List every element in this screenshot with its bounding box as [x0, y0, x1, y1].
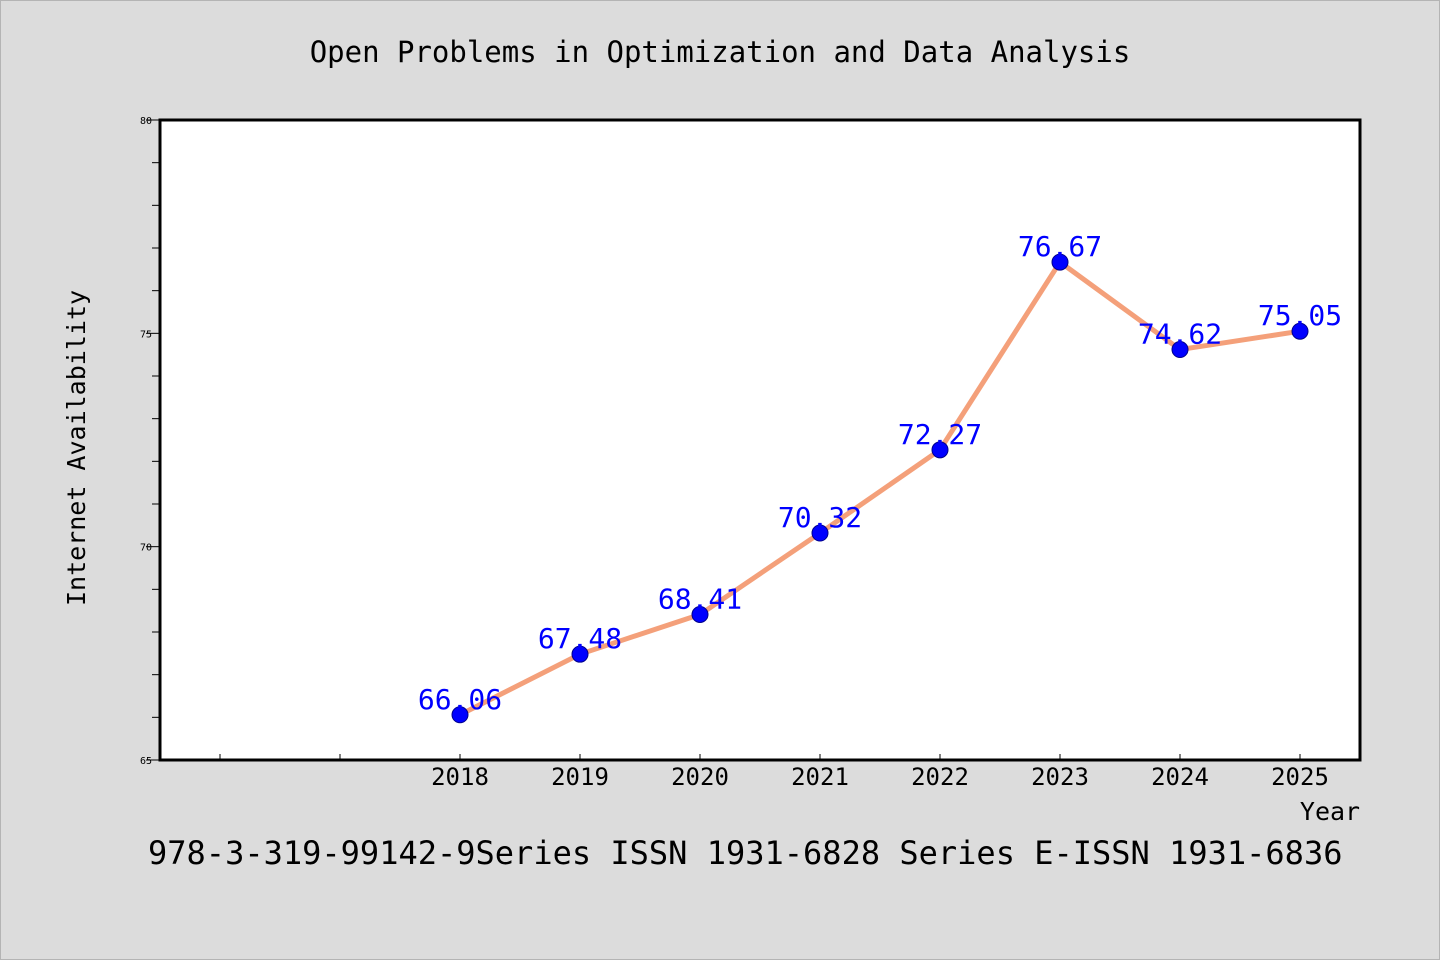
footer-text: 978-3-319-99142-9Series ISSN 1931-6828 S… [148, 834, 1342, 872]
x-axis: 2018 2019 2020 2021 2022 2023 2024 2025 [219, 754, 1329, 791]
data-label: 76.67 [1018, 230, 1102, 263]
x-tick-label: 2019 [551, 763, 609, 791]
data-point [1171, 341, 1189, 359]
data-label: 66.06 [418, 683, 502, 716]
x-tick-label: 2023 [1031, 763, 1089, 791]
chart-title: Open Problems in Optimization and Data A… [310, 35, 1131, 69]
data-point [931, 441, 949, 459]
data-point [811, 524, 829, 542]
data-label: 67.48 [538, 622, 622, 655]
y-axis-label: Internet Availability [62, 290, 91, 606]
x-tick-label: 2020 [671, 763, 729, 791]
x-tick-label: 2022 [911, 763, 969, 791]
x-tick-label: 2018 [431, 763, 489, 791]
data-label: 75.05 [1258, 299, 1342, 332]
x-tick-label: 2024 [1151, 763, 1209, 791]
x-tick-label: 2021 [791, 763, 849, 791]
data-labels: 66.06 67.48 68.41 70.32 72.27 76.67 74.62 75.05 [418, 230, 1342, 716]
data-label: 74.62 [1138, 318, 1222, 351]
data-label: 68.41 [658, 583, 742, 616]
y-tick-label: 75 [140, 329, 152, 340]
data-point [451, 706, 469, 724]
series-line [458, 259, 1301, 718]
y-tick-label: 65 [140, 756, 152, 767]
data-label: 72.27 [898, 418, 982, 451]
x-tick-label: 2025 [1271, 763, 1329, 791]
plot-area [158, 118, 1362, 762]
data-point [1291, 322, 1309, 340]
y-tick-label: 70 [140, 543, 152, 554]
data-point [1051, 253, 1069, 271]
x-axis-label: Year [1300, 797, 1360, 826]
y-axis: 65 70 75 80 [140, 116, 160, 767]
data-markers [451, 253, 1309, 724]
data-point [571, 645, 589, 663]
data-point [691, 606, 709, 624]
data-label: 70.32 [778, 501, 862, 534]
y-tick-label: 80 [140, 116, 152, 127]
